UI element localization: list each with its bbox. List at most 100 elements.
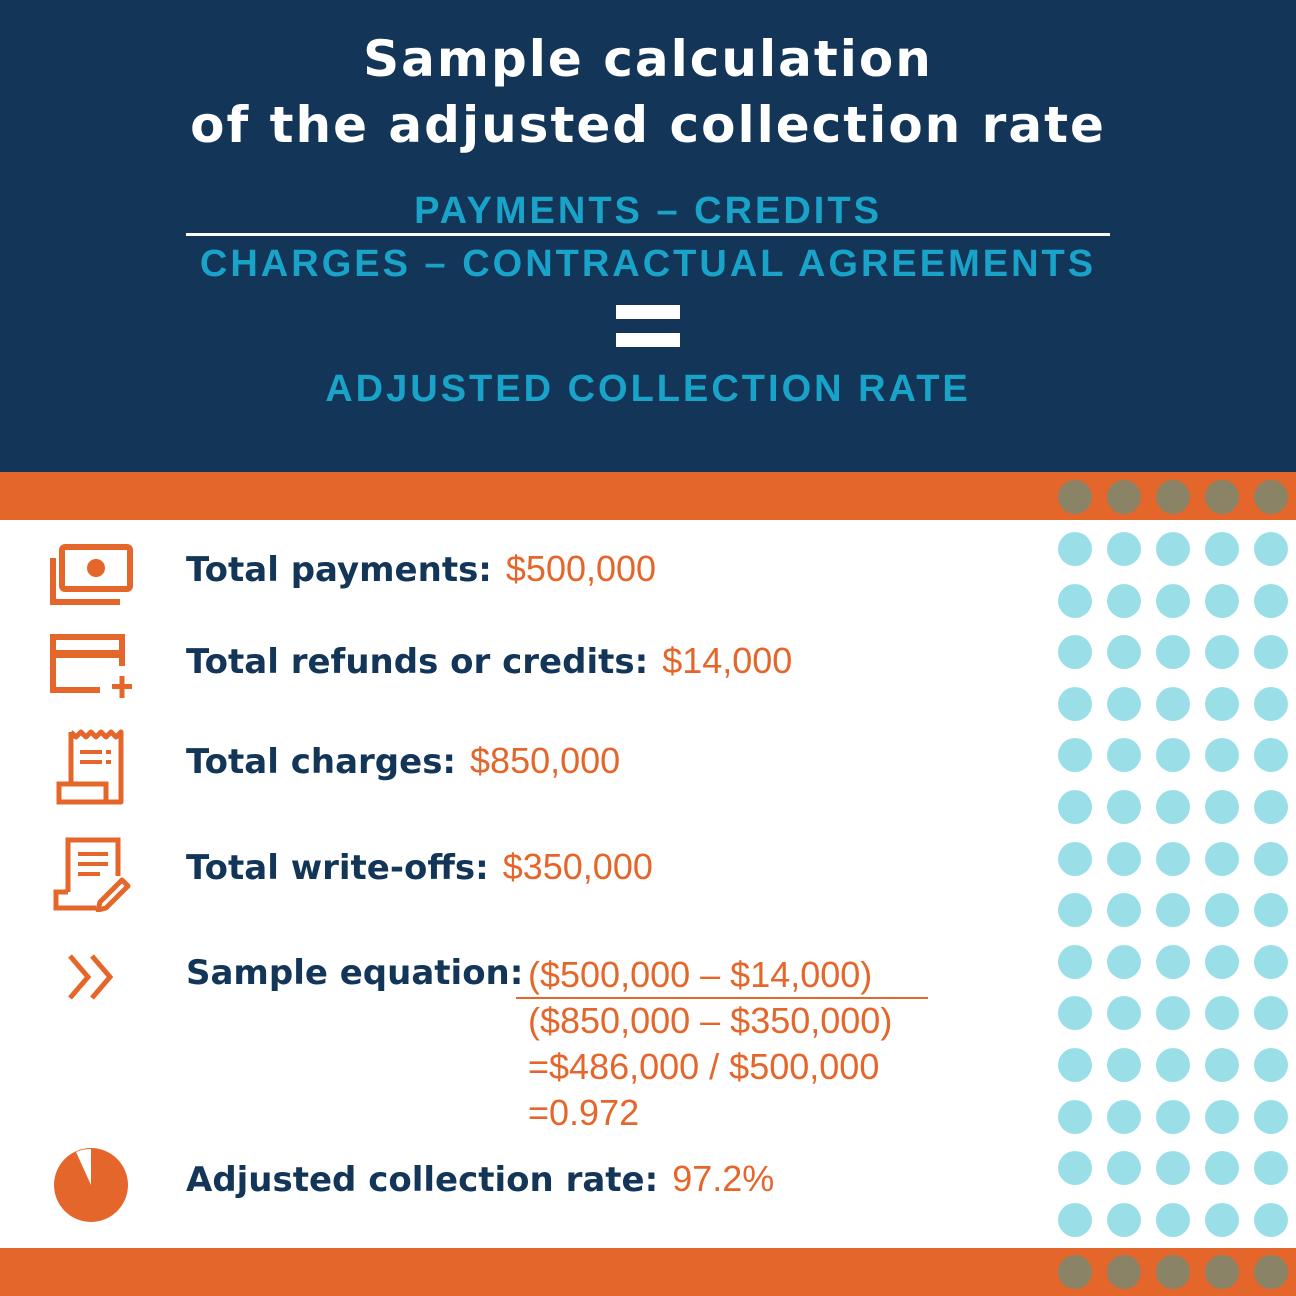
pattern-dot (1058, 1202, 1092, 1237)
pattern-dot (1107, 893, 1141, 928)
equation-denominator: ($850,000 – $350,000) (528, 1000, 893, 1041)
pattern-dot (1058, 1048, 1092, 1082)
pattern-dot (1156, 1099, 1190, 1134)
pattern-dot (1205, 686, 1239, 721)
pattern-dot (1254, 738, 1288, 773)
total-charges-label: Total charges: (186, 742, 457, 782)
row-total-writeoffs: Total write-offs: $350,000 (186, 846, 653, 896)
pattern-dot (1058, 1151, 1092, 1186)
pattern-dot (1058, 893, 1092, 928)
pattern-dot (1058, 790, 1092, 824)
pattern-dot (1058, 996, 1092, 1031)
row-sample-equation: Sample equation: (186, 953, 523, 1003)
pattern-dot (1205, 583, 1239, 618)
adjusted-rate-label: Adjusted collection rate: (186, 1160, 659, 1200)
pattern-dot (1254, 996, 1288, 1031)
row-total-charges: Total charges: $850,000 (186, 740, 620, 790)
formula-numerator: PAYMENTS – CREDITS (414, 190, 882, 232)
pattern-dot (1156, 841, 1190, 876)
pattern-dot (1107, 1048, 1141, 1082)
pattern-dot (1107, 790, 1141, 824)
pattern-dot (1107, 738, 1141, 773)
pattern-dot (1205, 996, 1239, 1031)
pattern-dot (1107, 1255, 1141, 1289)
row-adjusted-rate: Adjusted collection rate: 97.2% (186, 1158, 774, 1208)
pattern-dot (1205, 1151, 1239, 1186)
equation-step-1: =$486,000 / $500,000 (528, 1046, 880, 1087)
pattern-dot (1205, 1048, 1239, 1082)
pattern-dot (1156, 583, 1190, 618)
pattern-dot (1205, 738, 1239, 773)
pattern-dot (1107, 635, 1141, 670)
pattern-dot (1107, 944, 1141, 979)
pattern-dot (1156, 893, 1190, 928)
pattern-dot (1254, 583, 1288, 618)
row-total-payments: Total payments: $500,000 (186, 548, 656, 598)
pattern-dot (1156, 996, 1190, 1031)
equation-fraction-line (516, 997, 928, 999)
money-icon (50, 544, 133, 605)
pie-chart-icon (54, 1148, 128, 1222)
title-line-2: of the adjusted collection rate (190, 96, 1106, 154)
formula-denominator: CHARGES – CONTRACTUAL AGREEMENTS (199, 243, 1097, 285)
total-writeoffs-value: $350,000 (502, 846, 653, 887)
pattern-dot (1058, 686, 1092, 721)
dot-pattern (1050, 472, 1296, 1296)
pattern-dot (1254, 1202, 1288, 1237)
pattern-dot (1205, 635, 1239, 670)
double-chevron-right-icon (68, 954, 114, 1000)
pattern-dot (1156, 635, 1190, 670)
pattern-dot (1107, 532, 1141, 566)
receipt-icon (56, 729, 124, 805)
equation-step-2: =0.972 (528, 1092, 640, 1133)
credit-card-plus-icon (50, 634, 132, 698)
pattern-dot (1107, 686, 1141, 721)
pattern-dot (1254, 790, 1288, 824)
row-total-refunds: Total refunds or credits: $14,000 (186, 640, 792, 690)
pattern-dot (1156, 686, 1190, 721)
pattern-dot (1254, 686, 1288, 721)
pattern-dot (1205, 480, 1239, 514)
total-payments-label: Total payments: (186, 550, 492, 590)
total-charges-value: $850,000 (470, 740, 621, 781)
pattern-dot (1156, 944, 1190, 979)
pattern-dot (1254, 841, 1288, 876)
pattern-dot (1058, 1099, 1092, 1134)
pattern-dot (1254, 1151, 1288, 1186)
total-payments-value: $500,000 (505, 548, 657, 589)
pattern-dot (1058, 738, 1092, 773)
pattern-dot (1058, 532, 1092, 566)
title-line-1: Sample calculation (363, 30, 933, 88)
pattern-dot (1156, 480, 1190, 514)
pattern-dot (1058, 480, 1092, 514)
pattern-dot (1254, 480, 1288, 514)
pattern-dot (1107, 1099, 1141, 1134)
total-refunds-value: $14,000 (662, 640, 793, 681)
pattern-dot (1254, 635, 1288, 670)
pattern-dot (1254, 893, 1288, 928)
pattern-dot (1156, 1255, 1190, 1289)
pattern-dot (1058, 841, 1092, 876)
pattern-dot (1058, 944, 1092, 979)
pattern-dot (1058, 1255, 1092, 1289)
sample-equation-label: Sample equation: (186, 953, 524, 993)
pattern-dot (1254, 1255, 1288, 1289)
formula-fraction-line (186, 233, 1110, 236)
equals-sign-top-bar (616, 305, 680, 319)
pattern-dot (1205, 1255, 1239, 1289)
pattern-dot (1156, 1151, 1190, 1186)
pattern-dot (1254, 1048, 1288, 1082)
formula-result: ADJUSTED COLLECTION RATE (325, 368, 971, 410)
pattern-dot (1156, 532, 1190, 566)
pattern-dot (1107, 841, 1141, 876)
document-edit-icon (53, 837, 131, 912)
pattern-dot (1205, 1202, 1239, 1237)
total-refunds-label: Total refunds or credits: (186, 642, 649, 682)
pattern-dot (1107, 996, 1141, 1031)
pattern-dot (1107, 1151, 1141, 1186)
pattern-dot (1205, 790, 1239, 824)
pattern-dot (1254, 1099, 1288, 1134)
pattern-dot (1205, 944, 1239, 979)
pattern-dot (1205, 532, 1239, 566)
adjusted-rate-value: 97.2% (672, 1158, 775, 1199)
